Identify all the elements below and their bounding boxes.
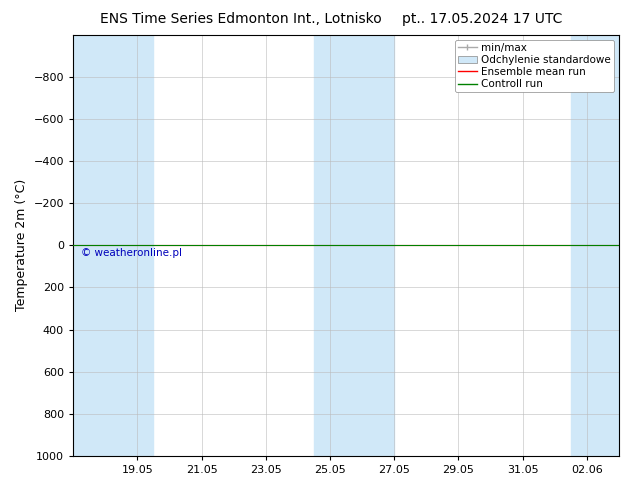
Bar bbox=[314, 35, 394, 456]
Bar bbox=[571, 35, 619, 456]
Y-axis label: Temperature 2m (°C): Temperature 2m (°C) bbox=[15, 179, 28, 312]
Text: © weatheronline.pl: © weatheronline.pl bbox=[81, 248, 182, 258]
Legend: min/max, Odchylenie standardowe, Ensemble mean run, Controll run: min/max, Odchylenie standardowe, Ensembl… bbox=[455, 40, 614, 92]
Text: ENS Time Series Edmonton Int., Lotnisko: ENS Time Series Edmonton Int., Lotnisko bbox=[100, 12, 382, 26]
Bar bbox=[73, 35, 153, 456]
Text: pt.. 17.05.2024 17 UTC: pt.. 17.05.2024 17 UTC bbox=[402, 12, 562, 26]
